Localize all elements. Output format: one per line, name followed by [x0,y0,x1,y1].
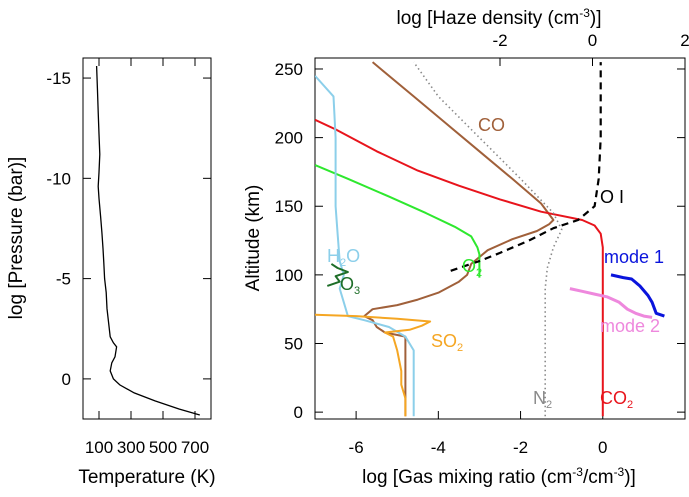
right-top-x-tick-label: -2 [492,31,507,50]
label-mode-2: mode 2 [600,316,660,336]
label-mode-1: mode 1 [604,247,664,267]
series-mode-1-line [610,273,665,318]
series-h2o-line [315,75,415,417]
label-o3: O3 [340,274,360,297]
right-y-ticks: 0 50 100 150 200 250 [275,60,685,422]
left-x-tick-label: 700 [181,438,209,457]
right-x-ticks: -6 -4 -2 0 [349,411,608,457]
right-y-tick-label: 150 [275,197,303,216]
series-n2-line [413,61,563,417]
series-o3-line [326,263,349,287]
left-x-axis-title: Temperature (K) [78,467,215,488]
temperature-profile-line [95,65,200,416]
right-x-tick-label: 0 [598,438,607,457]
left-plot-frame [82,57,212,420]
right-y-tick-label: 100 [275,266,303,285]
right-y-tick-label: 50 [284,335,303,354]
right-plot-frame [314,57,686,420]
left-y-tick-label: 0 [62,370,71,389]
left-y-ticks: -15 -10 -5 0 [46,69,211,389]
right-x-tick-label: -6 [349,438,364,457]
right-y-tick-label: 250 [275,60,303,79]
right-y-tick-label: 200 [275,129,303,148]
left-x-tick-label: 500 [149,438,177,457]
right-x-tick-label: -2 [513,438,528,457]
right-top-x-tick-label: 0 [588,31,597,50]
temperature-panel: 100 300 500 700 -15 -10 -5 0 Temperature (K) l… [6,57,216,488]
left-x-tick-label: 100 [85,438,113,457]
series-co2-line [315,118,604,417]
top-x-axis-title: log [Haze density (cm-3)] [397,6,602,29]
left-x-ticks: 100 300 500 700 [85,58,209,457]
label-n2: N2 [533,388,552,411]
left-y-tick-label: -15 [46,69,71,88]
right-series-group [315,61,665,417]
right-x-tick-label: -4 [431,438,446,457]
label-so2: SO2 [431,331,463,354]
label-co: CO [478,115,505,135]
label-o2: O2 [462,256,482,279]
series-o2-line [315,164,481,278]
left-y-tick-label: -10 [46,169,71,188]
left-series-group [95,65,200,416]
right-top-x-ticks: -2 0 2 [492,31,689,66]
label-co2: CO2 [600,388,633,411]
right-y-tick-label: 0 [294,403,303,422]
label-h2o: H2O [327,246,360,269]
left-y-tick-label: -5 [56,270,71,289]
series-o-i-line [450,62,602,272]
series-mode-2-line [569,287,653,319]
left-y-axis-title: log [Pressure (bar)] [6,157,27,320]
left-x-tick-label: 300 [117,438,145,457]
bottom-x-axis-title: log [Gas mixing ratio (cm-3/cm-3)] [362,465,636,488]
composition-panel: -6 -4 -2 0 -2 0 2 0 50 100 150 200 250 Altitude (k… [243,6,689,488]
right-y-axis-title: Altitude (km) [243,185,264,292]
series-co-line [363,61,555,417]
series-so2-line [315,313,432,417]
right-top-x-tick-label: 2 [680,31,689,50]
label-o-i: O I [600,187,624,207]
